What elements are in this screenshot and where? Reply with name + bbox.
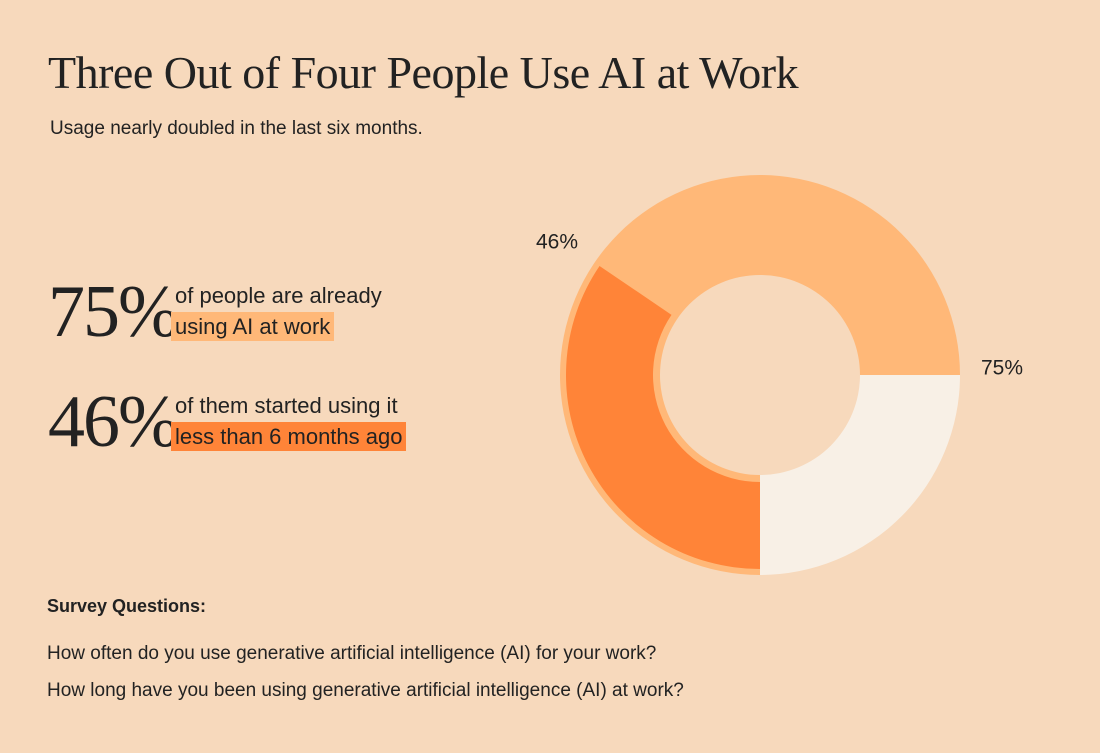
donut-remainder — [760, 375, 960, 575]
survey-question: How often do you use generative artifici… — [47, 643, 657, 664]
statement-text: of people are already — [175, 283, 382, 308]
big-number: 46% — [48, 381, 180, 463]
data-label: 46% — [536, 231, 578, 254]
chart-title: Three Out of Four People Use AI at Work — [48, 47, 799, 98]
chart-subtitle: Usage nearly doubled in the last six mon… — [50, 118, 423, 139]
statement-highlight: less than 6 months ago — [171, 422, 407, 451]
survey-heading: Survey Questions: — [47, 596, 207, 616]
survey-question: How long have you been using generative … — [47, 680, 684, 701]
data-label: 75% — [981, 357, 1023, 380]
statement-text: of them started using it — [175, 393, 398, 418]
donut-segment — [566, 265, 760, 569]
big-number: 75% — [48, 271, 180, 353]
statement-highlight: using AI at work — [171, 312, 335, 341]
